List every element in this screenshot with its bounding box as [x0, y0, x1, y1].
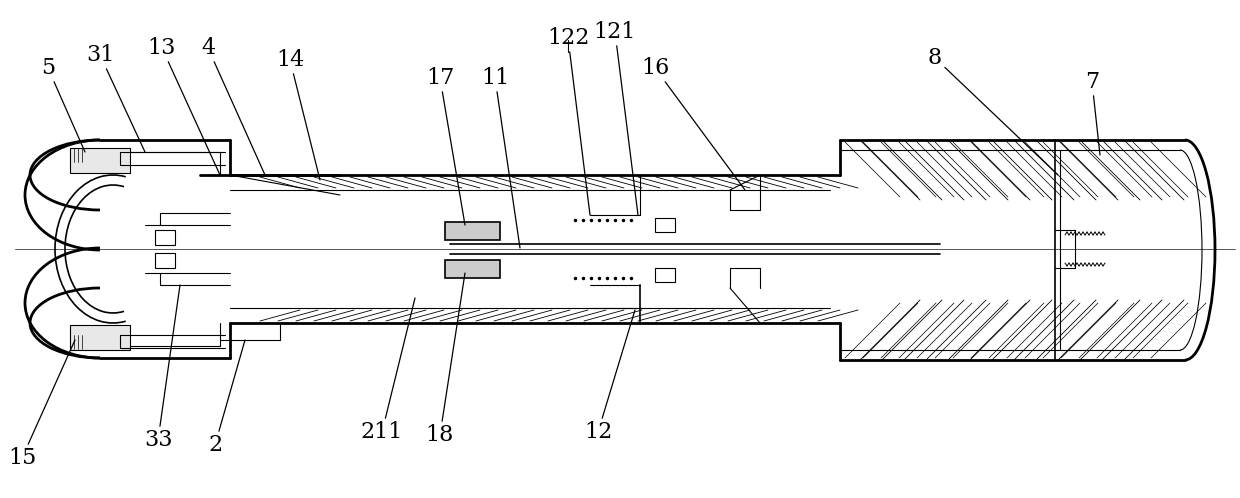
Text: 2: 2	[208, 340, 246, 456]
Bar	[655, 218, 675, 232]
Text: 14: 14	[275, 49, 320, 180]
Bar	[155, 253, 175, 268]
Bar	[69, 325, 130, 350]
Bar	[655, 268, 675, 282]
Text: 17: 17	[425, 67, 465, 225]
Text: 7: 7	[1085, 71, 1100, 155]
Text: 15: 15	[7, 340, 74, 469]
Text: 12: 12	[584, 310, 635, 443]
Text: 122: 122	[547, 27, 590, 215]
Text: 8: 8	[928, 47, 1058, 175]
Bar	[69, 148, 130, 173]
Text: 33: 33	[144, 285, 180, 451]
Text: 121: 121	[594, 21, 639, 215]
Text: 5: 5	[41, 57, 86, 152]
Text: 13: 13	[148, 37, 219, 175]
Text: 18: 18	[425, 273, 465, 446]
Text: 31: 31	[86, 44, 145, 152]
Text: 11: 11	[481, 67, 520, 248]
Bar	[155, 230, 175, 245]
Bar	[445, 260, 500, 278]
Text: 16: 16	[641, 57, 745, 190]
Text: 211: 211	[361, 298, 415, 443]
Bar	[445, 222, 500, 240]
Text: 4: 4	[201, 37, 265, 175]
